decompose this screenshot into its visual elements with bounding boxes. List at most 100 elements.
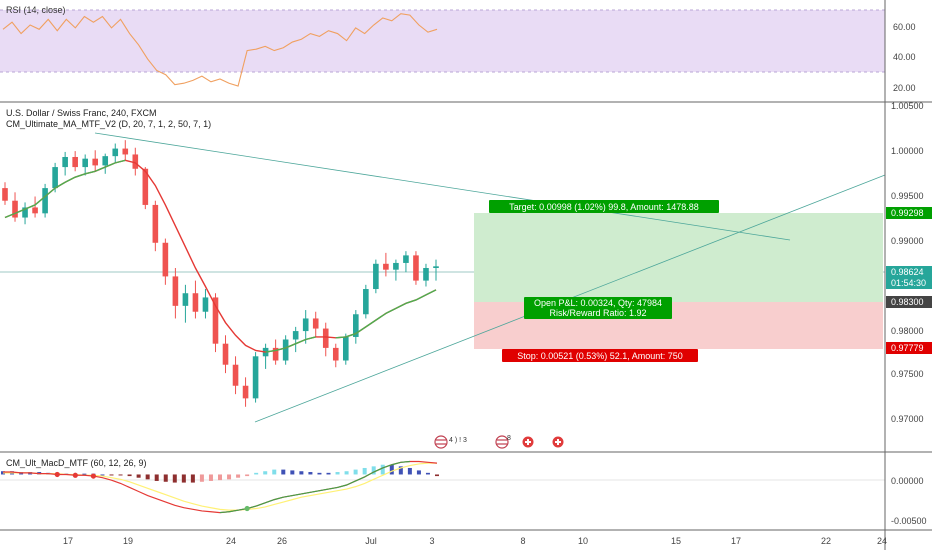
- price-tick: 0.99000: [891, 236, 924, 246]
- candle-body: [12, 200, 18, 218]
- ma-rising-segment: [275, 347, 286, 352]
- candle-body: [433, 266, 439, 268]
- macd-histogram-bar: [236, 474, 241, 478]
- candle: [423, 263, 429, 287]
- candle-body: [302, 318, 309, 332]
- candle: [132, 147, 139, 176]
- candle: [413, 251, 419, 285]
- target-label-box: [489, 200, 719, 213]
- candle: [22, 202, 28, 225]
- event-marker-label: 4 ) ! 3: [449, 437, 467, 444]
- stop-label-box: [502, 349, 698, 362]
- ma-rising-segment: [94, 166, 106, 172]
- ma-rising-segment: [115, 159, 126, 164]
- ma-rising-segment: [54, 181, 66, 189]
- macd-rising-segment: [382, 464, 392, 469]
- macd-rising-segment: [373, 467, 383, 473]
- macd-histogram-bar: [435, 474, 439, 477]
- candle: [312, 311, 319, 337]
- time-tick: 10: [578, 536, 588, 546]
- candle: [342, 333, 349, 365]
- ma-rising-segment: [14, 208, 26, 214]
- macd-histogram-bar: [100, 474, 105, 476]
- candle-body: [22, 207, 28, 218]
- time-tick: 22: [821, 536, 831, 546]
- ma-rising-segment: [335, 336, 346, 339]
- macd-histogram-bar: [344, 471, 349, 475]
- macd-histogram-bar: [163, 474, 168, 482]
- candle-body: [142, 168, 149, 205]
- ma-rising-segment: [305, 336, 316, 341]
- macd-histogram-bar: [299, 471, 304, 475]
- ma-rising-segment: [34, 195, 46, 206]
- time-tick: 15: [671, 536, 681, 546]
- macd-cross-dot: [90, 473, 97, 479]
- candle: [112, 143, 119, 163]
- candle: [222, 335, 229, 374]
- candle: [152, 200, 159, 252]
- macd-tick: 0.00000: [891, 476, 924, 486]
- candle: [62, 151, 68, 176]
- macd-histogram-bar: [281, 469, 286, 475]
- macd-histogram-bar: [208, 474, 213, 481]
- candle: [332, 343, 339, 368]
- rsi-panel: RSI (14, close) 60.00 40.00 20.00: [0, 5, 916, 93]
- price-axis[interactable]: 1.00500 1.00000 0.99500 0.99000 0.98500 …: [891, 101, 924, 424]
- stop-price-text: 0.97779: [891, 343, 924, 353]
- event-marker[interactable]: 8: [495, 435, 511, 449]
- ma-rising-segment: [345, 332, 357, 338]
- macd-label[interactable]: CM_Ult_MacD_MTF (60, 12, 26, 9): [6, 458, 147, 468]
- macd-histogram-bar: [145, 474, 150, 480]
- candle-body: [122, 148, 129, 155]
- candle-body: [72, 156, 78, 168]
- macd-rising-segment: [292, 493, 302, 497]
- macd-histogram-bar: [308, 472, 313, 475]
- event-marker-label: 8: [507, 435, 511, 442]
- candle-body: [202, 297, 209, 312]
- ma-rising-segment: [415, 294, 427, 301]
- macd-rising-segment: [283, 494, 293, 498]
- event-marker[interactable]: [551, 435, 565, 449]
- candle: [202, 289, 209, 319]
- rsi-tick: 20.00: [893, 83, 916, 93]
- candle-body: [252, 356, 259, 399]
- macd-histogram-bar: [190, 474, 195, 483]
- candle: [102, 153, 109, 174]
- ma-rising-segment: [285, 343, 296, 349]
- time-tick: 17: [731, 536, 741, 546]
- macd-histogram-bar: [82, 473, 87, 475]
- candle-body: [152, 204, 159, 243]
- macd-histogram-bar: [245, 474, 250, 477]
- us-flag-icon: [434, 435, 448, 449]
- candle-body: [342, 336, 349, 361]
- candlesticks: [2, 140, 439, 407]
- candle: [212, 293, 219, 353]
- candle-body: [232, 364, 239, 386]
- macd-histogram-bar: [353, 469, 358, 475]
- entry-price-text: 0.98300: [891, 297, 924, 307]
- macd-panel: CM_Ult_MacD_MTF (60, 12, 26, 9) 0.00000 …: [0, 458, 927, 526]
- candle: [302, 310, 309, 344]
- macd-histogram-bar: [371, 466, 376, 475]
- time-axis[interactable]: 17 19 24 26 Jul 3 8 10 15 17 22 24: [63, 536, 887, 546]
- candle-body: [112, 148, 119, 157]
- macd-histogram-bar: [290, 470, 295, 475]
- candle-body: [192, 293, 199, 312]
- candle-body: [282, 339, 289, 361]
- macd-cross-dots: [54, 460, 410, 514]
- current-price-badge: [886, 266, 932, 289]
- macd-histogram-bar: [118, 474, 123, 476]
- candle-body: [52, 167, 58, 189]
- rsi-tick: 60.00: [893, 22, 916, 32]
- candle-body: [423, 268, 429, 281]
- rsi-tick: 40.00: [893, 52, 916, 62]
- candle: [192, 280, 199, 319]
- event-marker[interactable]: [521, 435, 535, 449]
- ma-rising-segment: [265, 349, 276, 353]
- candle: [32, 196, 38, 218]
- event-marker[interactable]: 4 ) ! 3: [434, 435, 467, 449]
- macd-histogram-bar: [272, 469, 277, 475]
- candle-body: [312, 318, 319, 329]
- indicator-label[interactable]: CM_Ultimate_MA_MTF_V2 (D, 20, 7, 1, 2, 5…: [6, 119, 211, 129]
- symbol-title[interactable]: U.S. Dollar / Swiss Franc, 240, FXCM: [6, 108, 157, 118]
